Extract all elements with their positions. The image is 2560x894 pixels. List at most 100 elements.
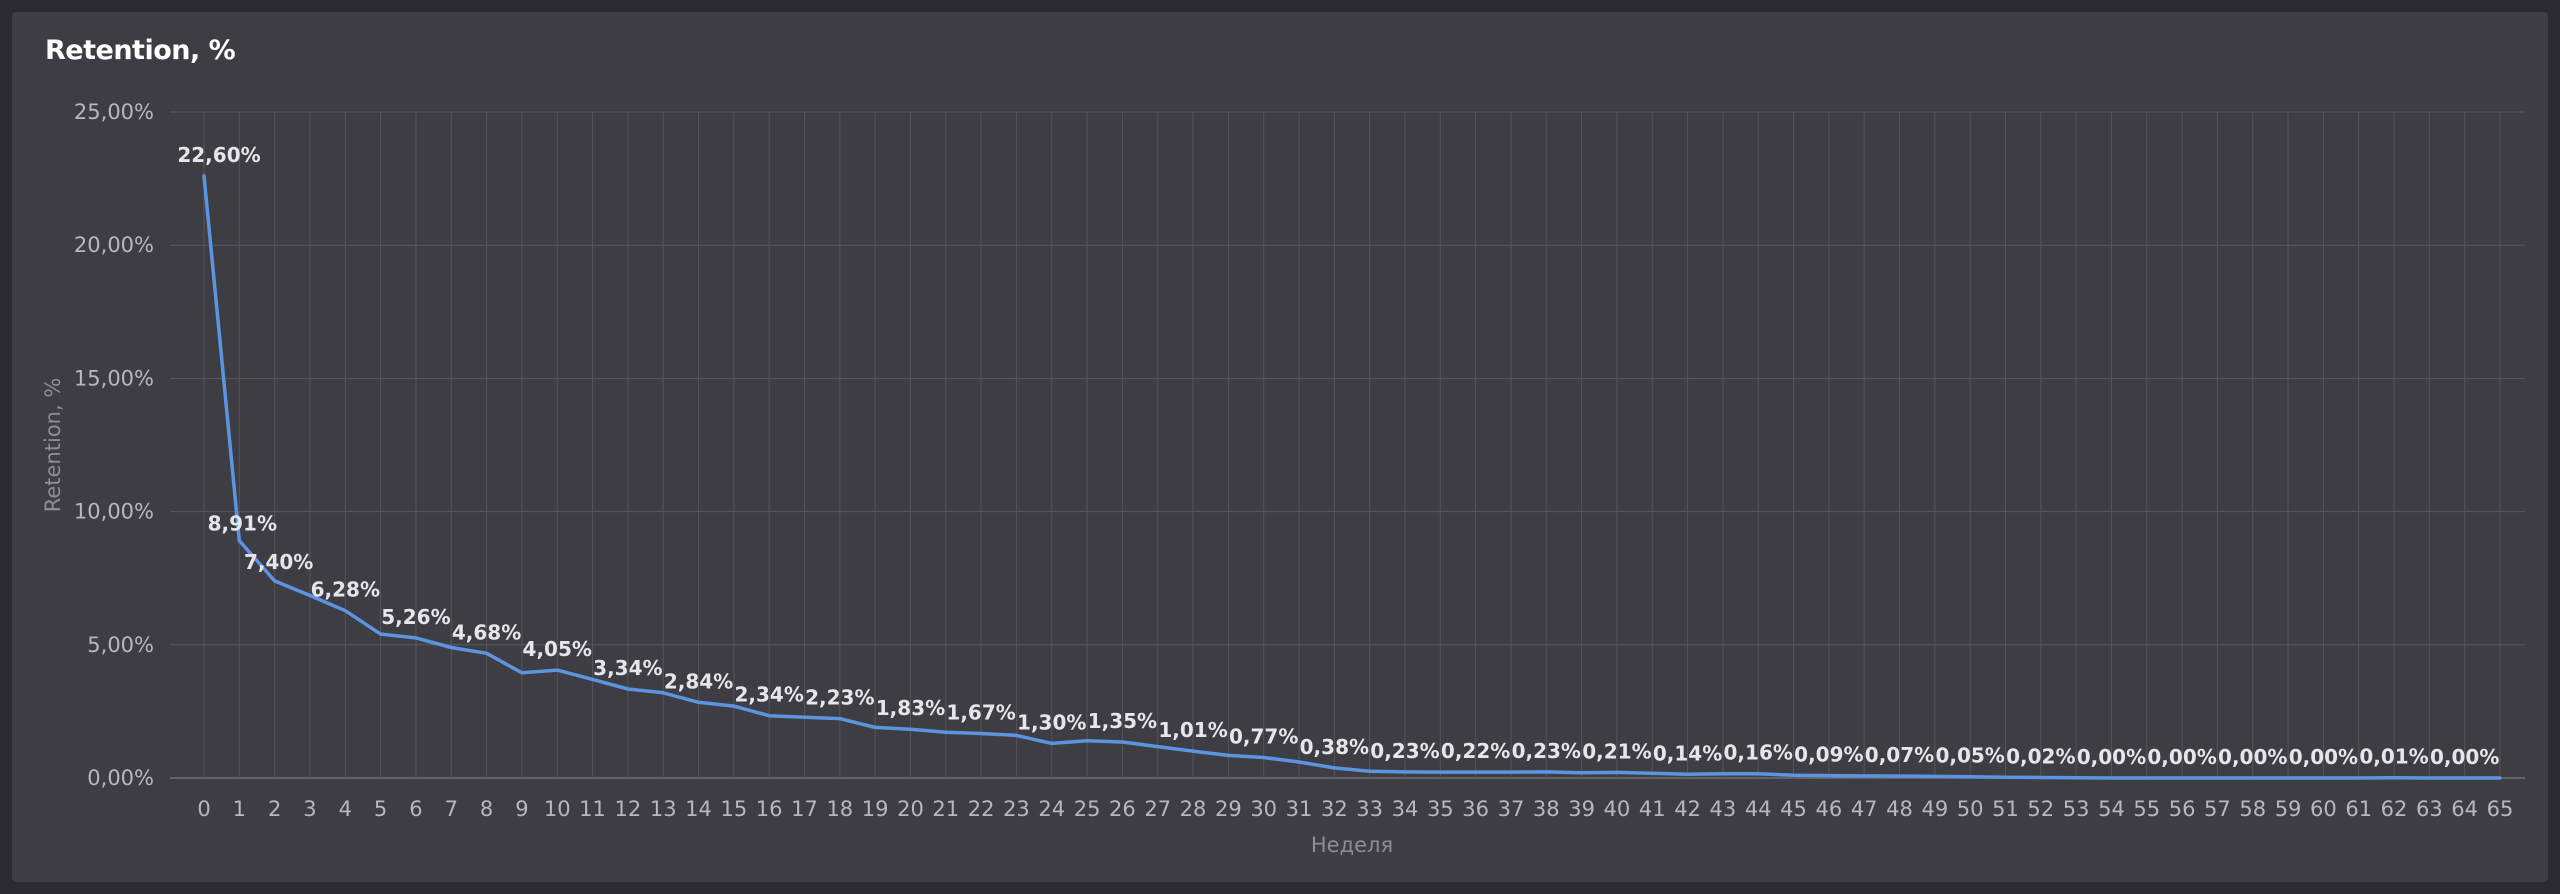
data-label: 4,68%	[452, 620, 521, 644]
x-tick-label: 3	[303, 797, 316, 821]
x-tick-label: 0	[197, 797, 210, 821]
data-label: 3,34%	[593, 656, 662, 680]
data-label: 0,00%	[2077, 745, 2146, 769]
x-tick-label: 37	[1498, 797, 1525, 821]
x-tick-label: 42	[1674, 797, 1701, 821]
y-axis-title: Retention, %	[41, 378, 65, 513]
data-labels: 22,60% 8,91% 7,40% 6,28%5,26%4,68%4,05%3,34…	[177, 143, 2499, 769]
data-label: 6,28%	[311, 578, 380, 602]
grid-lines	[170, 111, 2525, 779]
x-tick-label: 57	[2204, 797, 2231, 821]
x-tick-label: 50	[1957, 797, 1984, 821]
x-tick-label: 36	[1462, 797, 1489, 821]
x-tick-label: 34	[1392, 797, 1419, 821]
data-label: 4,05%	[523, 637, 592, 661]
x-tick-label: 13	[650, 797, 677, 821]
x-tick-label: 26	[1109, 797, 1136, 821]
x-tick-label: 61	[2345, 797, 2372, 821]
x-tick-label: 1	[233, 797, 246, 821]
data-label: 0,05%	[1935, 744, 2004, 768]
data-label: 0,07%	[1865, 743, 1934, 767]
data-label: 1,83%	[876, 696, 945, 720]
x-tick-label: 52	[2027, 797, 2054, 821]
x-tick-label: 38	[1533, 797, 1560, 821]
x-tick-label: 31	[1286, 797, 1313, 821]
x-tick-label: 8	[480, 797, 493, 821]
data-label: 7,40%	[244, 550, 313, 574]
x-tick-label: 20	[897, 797, 924, 821]
x-tick-label: 33	[1356, 797, 1383, 821]
x-tick-label: 48	[1886, 797, 1913, 821]
y-tick-label: 0,00%	[87, 766, 154, 790]
x-tick-label: 32	[1321, 797, 1348, 821]
data-label: 0,09%	[1794, 743, 1863, 767]
y-tick-label: 25,00%	[74, 100, 154, 124]
x-tick-label: 44	[1745, 797, 1772, 821]
x-tick-label: 59	[2275, 797, 2302, 821]
x-tick-label: 35	[1427, 797, 1454, 821]
retention-series-line	[202, 174, 2502, 780]
data-label: 22,60%	[177, 143, 260, 167]
data-label: 2,23%	[805, 686, 874, 710]
data-label: 0,23%	[1370, 739, 1439, 763]
y-tick-label: 20,00%	[74, 233, 154, 257]
data-label: 1,67%	[946, 701, 1015, 725]
y-tick-label: 15,00%	[74, 366, 154, 390]
x-tick-label: 23	[1003, 797, 1030, 821]
x-tick-label: 65	[2487, 797, 2514, 821]
x-tick-label: 10	[544, 797, 571, 821]
data-label: 2,34%	[734, 683, 803, 707]
x-tick-label: 7	[445, 797, 458, 821]
data-label: 0,77%	[1229, 724, 1298, 748]
data-label: 0,00%	[2430, 745, 2499, 769]
x-tick-label: 58	[2239, 797, 2266, 821]
data-label: 0,14%	[1653, 741, 1722, 765]
data-label: 0,23%	[1512, 739, 1581, 763]
x-tick-label: 46	[1815, 797, 1842, 821]
x-tick-label: 51	[1992, 797, 2019, 821]
x-tick-label: 4	[339, 797, 352, 821]
data-label: 8,91%	[208, 512, 277, 536]
x-tick-label: 15	[720, 797, 747, 821]
x-tick-label: 39	[1568, 797, 1595, 821]
x-tick-label: 40	[1604, 797, 1631, 821]
x-tick-label: 6	[409, 797, 422, 821]
data-label: 0,21%	[1582, 739, 1651, 763]
x-tick-label: 25	[1074, 797, 1101, 821]
x-tick-label: 28	[1180, 797, 1207, 821]
x-tick-label: 9	[515, 797, 528, 821]
x-tick-label: 47	[1851, 797, 1878, 821]
data-label: 0,00%	[2289, 745, 2358, 769]
data-label: 0,00%	[2147, 745, 2216, 769]
x-tick-label: 60	[2310, 797, 2337, 821]
x-tick-label: 62	[2381, 797, 2408, 821]
chart-panel	[12, 12, 2548, 882]
y-tick-label: 5,00%	[87, 633, 154, 657]
data-label: 0,38%	[1300, 735, 1369, 759]
data-label: 0,16%	[1724, 741, 1793, 765]
x-tick-label: 14	[685, 797, 712, 821]
chart-title: Retention, %	[45, 35, 236, 66]
x-tick-label: 2	[268, 797, 281, 821]
x-axis-title: Неделя	[1311, 833, 1393, 857]
x-tick-label: 41	[1639, 797, 1666, 821]
data-label: 2,84%	[664, 669, 733, 693]
x-tick-label: 29	[1215, 797, 1242, 821]
x-tick-label: 63	[2416, 797, 2443, 821]
data-label: 5,26%	[381, 605, 450, 629]
data-label: 1,01%	[1158, 718, 1227, 742]
x-tick-label: 5	[374, 797, 387, 821]
x-tick-label: 49	[1921, 797, 1948, 821]
x-tick-label: 18	[826, 797, 853, 821]
x-tick-label: 55	[2133, 797, 2160, 821]
data-label: 1,35%	[1088, 709, 1157, 733]
x-tick-label: 19	[862, 797, 889, 821]
axis-ticks: 0,00%5,00%10,00%15,00%20,00%25,00%0 1 2 3 4 5…	[74, 100, 2513, 821]
x-tick-label: 64	[2451, 797, 2478, 821]
x-tick-label: 24	[1038, 797, 1065, 821]
data-label: 0,00%	[2218, 745, 2287, 769]
x-tick-label: 12	[615, 797, 642, 821]
x-tick-label: 17	[791, 797, 818, 821]
data-label: 0,02%	[2006, 744, 2075, 768]
